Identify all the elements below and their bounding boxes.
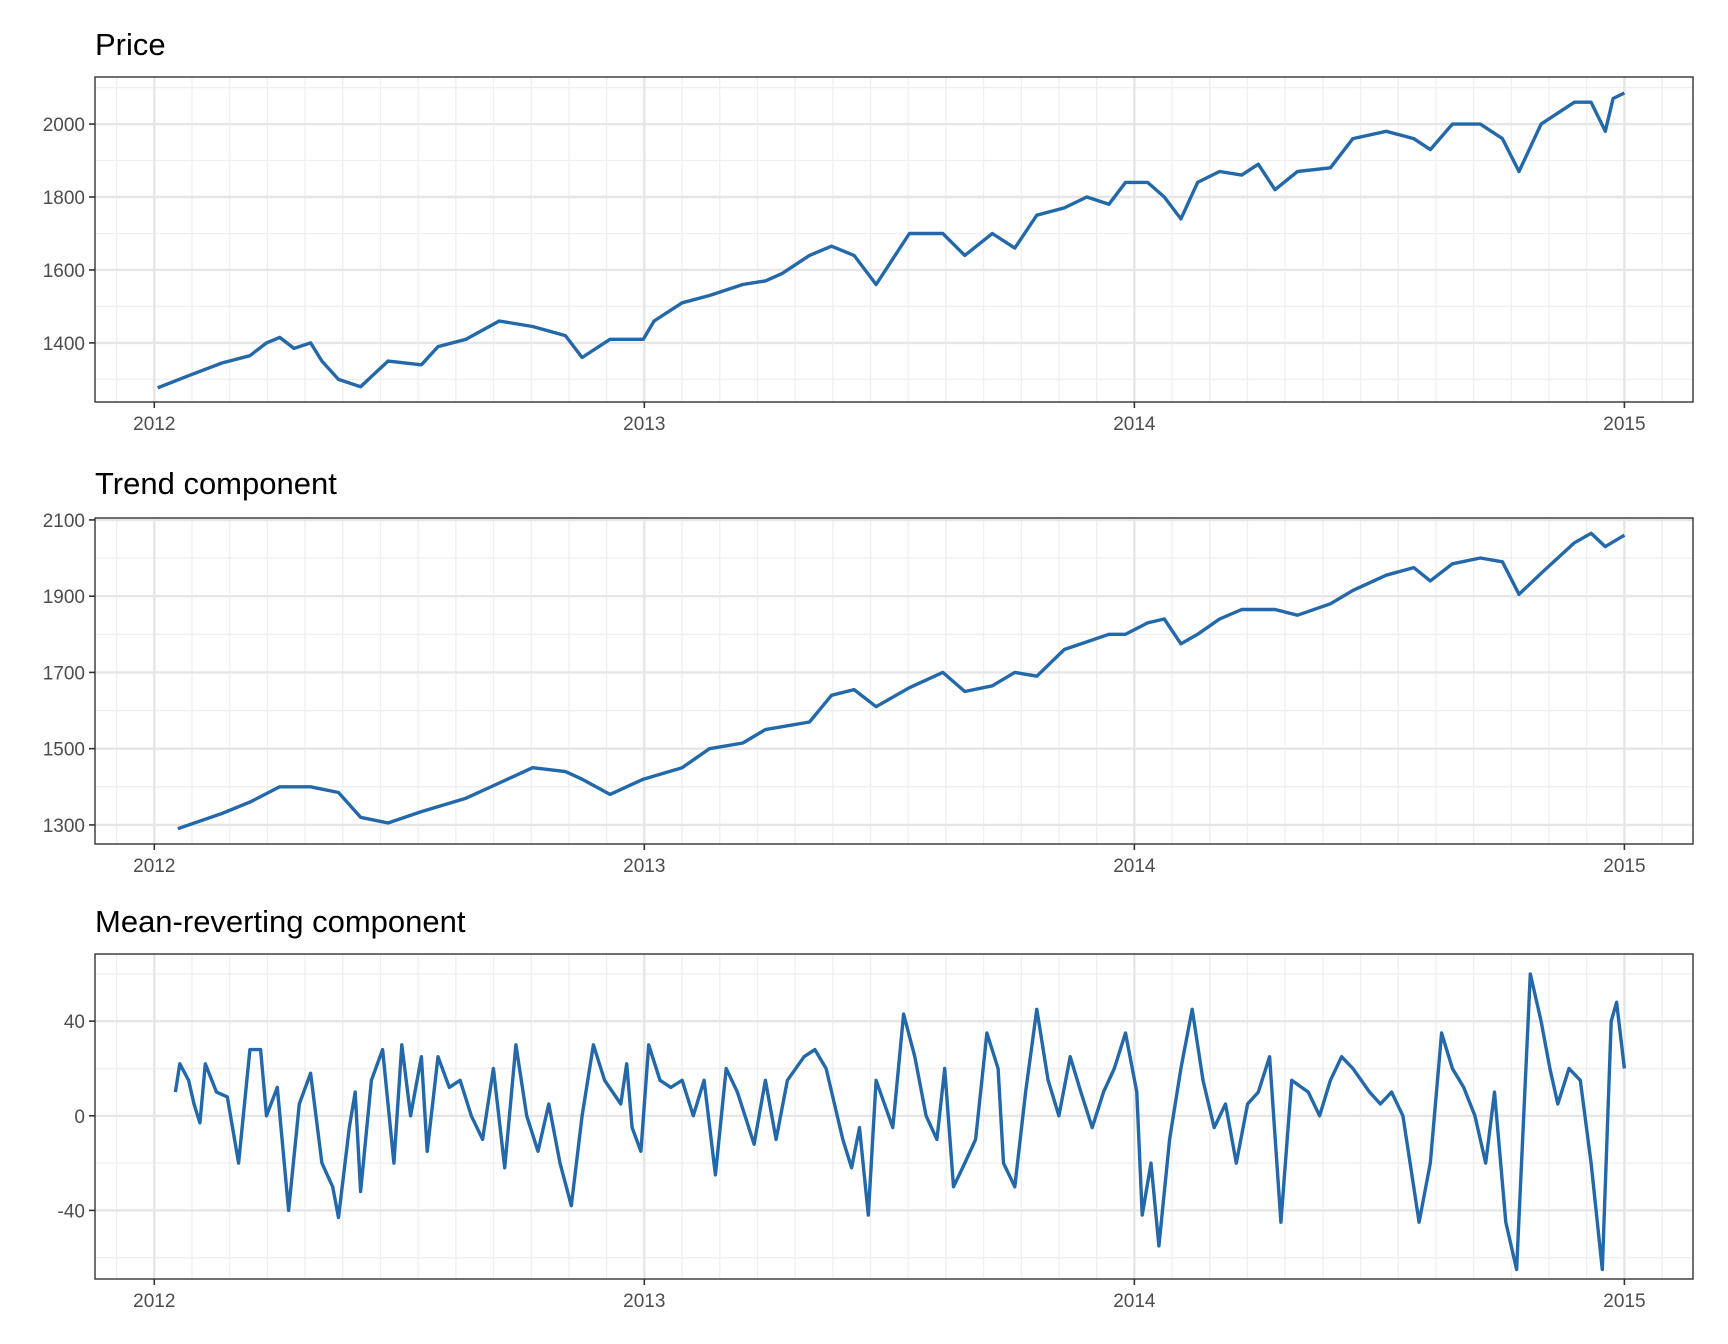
x-tick-label: 2014 — [1113, 414, 1156, 435]
x-tick-label: 2014 — [1113, 856, 1156, 877]
panel-2: -40 0 40 2012 2013 2014 2015 — [58, 953, 1694, 1312]
x-tick-label: 2014 — [1113, 1291, 1156, 1312]
y-tick-label: 1900 — [43, 587, 85, 608]
x-tick-label: 2015 — [1603, 1291, 1645, 1312]
y-tick-label: 1800 — [43, 188, 85, 209]
x-tick-label: 2015 — [1603, 856, 1645, 877]
y-tick-label: 1700 — [43, 663, 85, 684]
y-tick-label: 1500 — [43, 740, 85, 761]
x-tick-label: 2012 — [133, 856, 175, 877]
x-tick-label: 2015 — [1603, 414, 1645, 435]
series-line — [177, 531, 1626, 831]
panel-border — [94, 517, 1694, 845]
y-tick-label: 0 — [74, 1107, 85, 1128]
panel-background — [95, 77, 1693, 402]
panel-border — [94, 76, 1694, 403]
panel-title-price: Price — [95, 27, 166, 62]
x-tick-label: 2013 — [623, 414, 665, 435]
series-line — [173, 972, 1627, 1272]
y-tick-label: 2000 — [43, 115, 85, 136]
series-line — [157, 91, 1626, 390]
y-tick-label: 2100 — [43, 511, 85, 532]
panel-border — [94, 953, 1694, 1280]
y-tick-label: 1600 — [43, 261, 85, 282]
x-tick-label: 2012 — [133, 1291, 175, 1312]
panel-0: 1400 1600 1800 2000 2012 2013 2014 2015 — [43, 76, 1694, 435]
y-tick-label: 1300 — [43, 816, 85, 837]
panel-background — [95, 518, 1693, 844]
panel-title-mean-reverting: Mean-reverting component — [95, 904, 466, 939]
x-tick-label: 2012 — [133, 414, 175, 435]
y-tick-label: 1400 — [43, 334, 85, 355]
x-tick-label: 2013 — [623, 856, 665, 877]
y-tick-label: -40 — [58, 1201, 85, 1222]
y-tick-label: 40 — [64, 1012, 85, 1033]
panel-1: 1300 1500 1700 1900 2100 2012 2013 2014 2015 — [43, 511, 1694, 877]
panel-title-trend: Trend component — [95, 466, 337, 501]
x-tick-label: 2013 — [623, 1291, 665, 1312]
